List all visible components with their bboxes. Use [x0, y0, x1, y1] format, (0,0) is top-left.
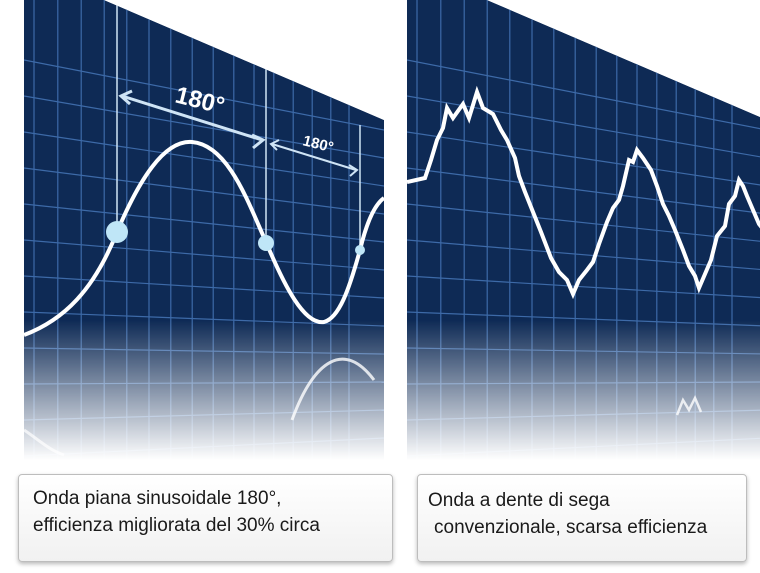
sine-caption-line2: efficienza migliorata del 30% circa	[33, 515, 320, 536]
grid-line-horizontal	[407, 167, 760, 215]
arrow-180-small	[269, 139, 359, 177]
sawtooth-wave-caption: Onda a dente di sega convenzionale, scar…	[417, 474, 747, 562]
sine-wave	[24, 139, 384, 337]
phase-marker-2	[258, 235, 274, 251]
sawtooth-wave	[407, 85, 760, 300]
sawtooth-caption-line2: convenzionale, scarsa efficienza	[434, 517, 708, 538]
arrow-180-large	[118, 89, 266, 150]
grid-line-horizontal	[24, 275, 384, 299]
grid-line-horizontal	[24, 59, 384, 131]
grid-line-horizontal	[24, 203, 384, 243]
sine-wave-panel: 180° 180°	[24, 0, 384, 460]
bottom-fade	[24, 320, 384, 460]
phase-marker-1	[106, 221, 128, 243]
phase-marker-3	[355, 245, 365, 255]
sine-wave-caption: Onda piana sinusoidale 180°, efficienza …	[18, 474, 393, 562]
grid-line-horizontal	[24, 167, 384, 215]
grid-line-horizontal	[407, 203, 760, 243]
grid-line-horizontal	[24, 131, 384, 187]
grid-line-horizontal	[407, 95, 760, 159]
sawtooth-caption-line1: Onda a dente di sega	[428, 490, 610, 511]
bottom-fade	[407, 320, 760, 460]
grid-line-horizontal	[407, 275, 760, 299]
grid-line-horizontal	[24, 95, 384, 159]
sawtooth-wave-panel	[407, 0, 760, 460]
grid-line-horizontal	[407, 131, 760, 187]
grid-line-horizontal	[24, 239, 384, 271]
sine-wave-diagram: 180° 180°	[24, 0, 384, 460]
sine-caption-line1: Onda piana sinusoidale 180°,	[33, 488, 282, 509]
grid-line-horizontal	[407, 59, 760, 131]
sawtooth-wave-diagram	[407, 0, 760, 460]
